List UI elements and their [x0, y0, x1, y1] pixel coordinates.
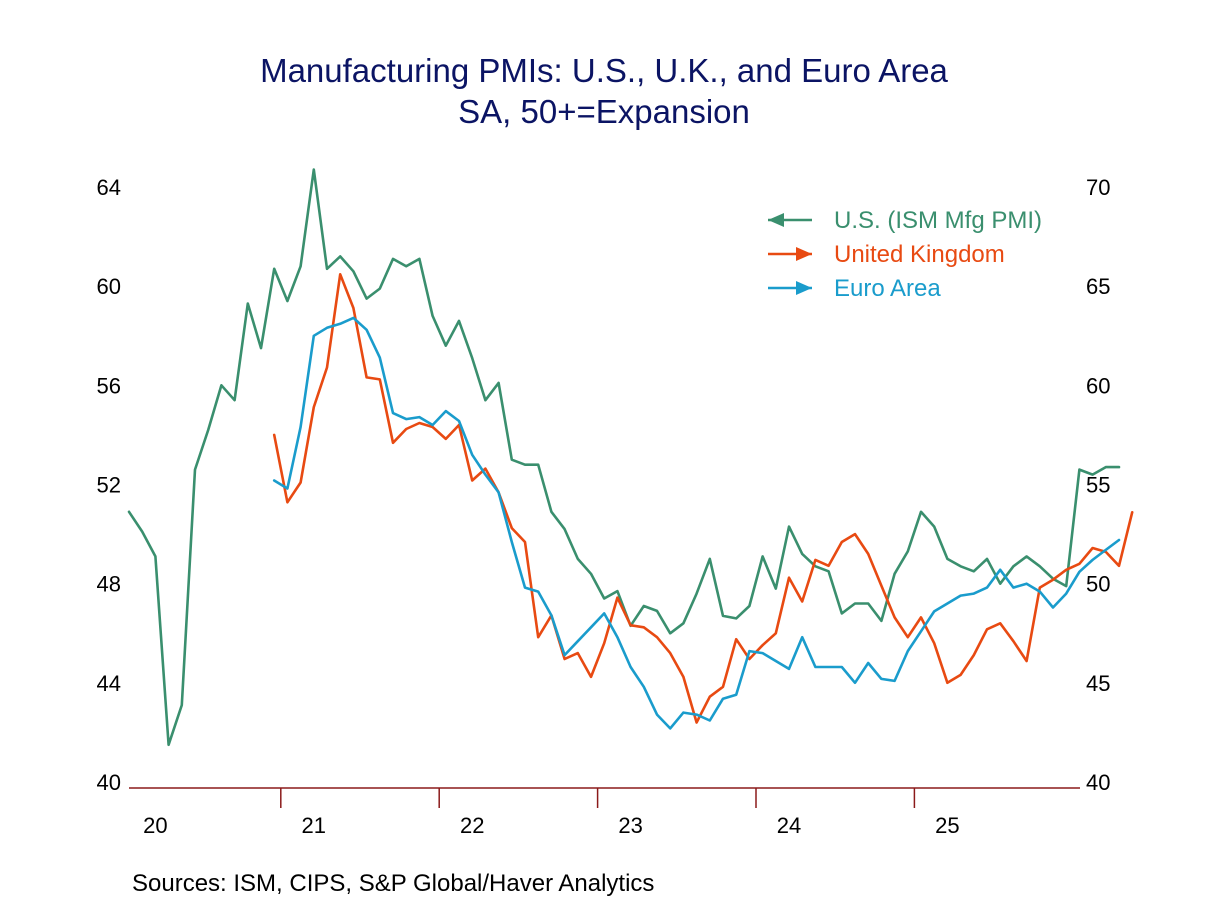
left-axis-tick-label: 44 — [97, 671, 121, 696]
left-axis-tick-label: 48 — [97, 572, 121, 597]
legend-label-2: Euro Area — [834, 275, 941, 302]
left-axis-tick-label: 40 — [97, 770, 121, 795]
right-axis-tick-label: 60 — [1086, 373, 1110, 398]
x-axis-tick-label: 23 — [618, 813, 642, 838]
x-axis-tick-label: 25 — [935, 813, 959, 838]
x-axis-tick-label: 21 — [302, 813, 326, 838]
axes-layer: 40 44 48 52 56 60 64 40 45 50 55 60 65 70 20 21 22 23 24 25 — [97, 175, 1111, 838]
legend-arrow-icon — [796, 281, 812, 295]
right-axis-tick-label: 55 — [1086, 473, 1110, 498]
chart-subtitle: SA, 50+=Expansion — [458, 93, 750, 130]
series-line-1 — [272, 272, 1134, 724]
left-axis-tick-label: 56 — [97, 373, 121, 398]
right-axis-tick-label: 45 — [1086, 671, 1110, 696]
series-layer — [127, 168, 1134, 747]
left-axis-tick-label: 60 — [97, 274, 121, 299]
x-axis-tick-label: 24 — [777, 813, 801, 838]
legend-label-1: United Kingdom — [834, 241, 1005, 268]
left-axis-tick-label: 64 — [97, 175, 121, 200]
legend-arrow-icon — [768, 213, 784, 227]
x-axis-tick-label: 22 — [460, 813, 484, 838]
legend-label-0: U.S. (ISM Mfg PMI) — [834, 207, 1042, 234]
chart-legend: U.S. (ISM Mfg PMI) United Kingdom Euro Are… — [768, 207, 1042, 302]
chart-title: Manufacturing PMIs: U.S., U.K., and Euro… — [260, 52, 948, 89]
legend-arrow-icon — [796, 247, 812, 261]
sources-note: Sources: ISM, CIPS, S&P Global/Haver Ana… — [132, 870, 655, 897]
x-axis-tick-label: 20 — [143, 813, 167, 838]
right-axis-tick-label: 70 — [1086, 175, 1110, 200]
right-axis-tick-label: 40 — [1086, 770, 1110, 795]
left-axis-tick-label: 52 — [97, 473, 121, 498]
right-axis-tick-label: 50 — [1086, 572, 1110, 597]
series-line-2 — [272, 316, 1121, 730]
right-axis-tick-label: 65 — [1086, 274, 1110, 299]
